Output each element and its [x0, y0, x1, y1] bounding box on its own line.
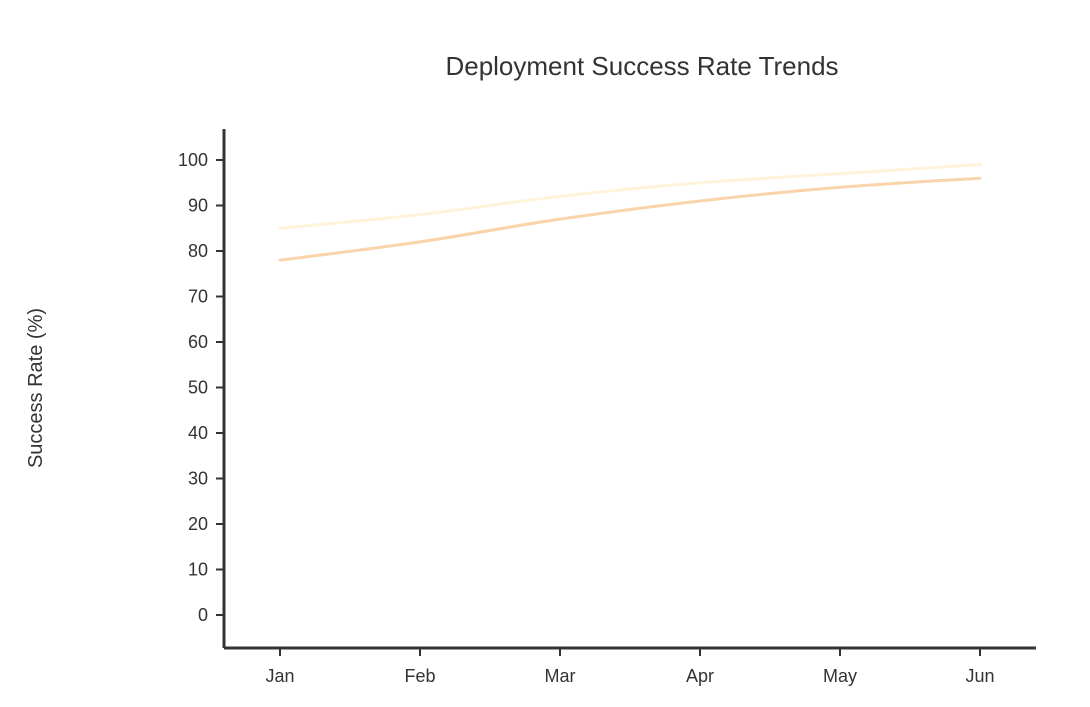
- axes: [222, 129, 1036, 650]
- x-tick-label: Feb: [404, 666, 435, 686]
- y-tick-label: 50: [188, 378, 208, 398]
- x-tick-label: Jan: [265, 666, 294, 686]
- y-ticks: 0 10 20 30 40 50 60 70 80 90 100: [178, 150, 224, 625]
- y-axis-label: Success Rate (%): [25, 308, 47, 468]
- y-tick-label: 40: [188, 423, 208, 443]
- y-tick-label: 20: [188, 514, 208, 534]
- y-tick-label: 90: [188, 196, 208, 216]
- y-tick-label: 70: [188, 287, 208, 307]
- x-tick-label: Apr: [686, 666, 714, 686]
- series-line-1: [278, 163, 982, 230]
- y-tick-label: 30: [188, 469, 208, 489]
- y-tick-label: 80: [188, 241, 208, 261]
- x-tick-label: Mar: [545, 666, 576, 686]
- y-tick-label: 10: [188, 560, 208, 580]
- y-tick-label: 100: [178, 150, 208, 170]
- y-tick-label: 0: [198, 605, 208, 625]
- series-line-2: [278, 176, 982, 262]
- y-tick-label: 60: [188, 332, 208, 352]
- series-lines: [278, 163, 982, 262]
- chart-title: Deployment Success Rate Trends: [445, 51, 838, 81]
- x-ticks: Jan Feb Mar Apr May Jun: [265, 648, 995, 686]
- x-tick-label: May: [823, 666, 857, 686]
- x-tick-label: Jun: [965, 666, 994, 686]
